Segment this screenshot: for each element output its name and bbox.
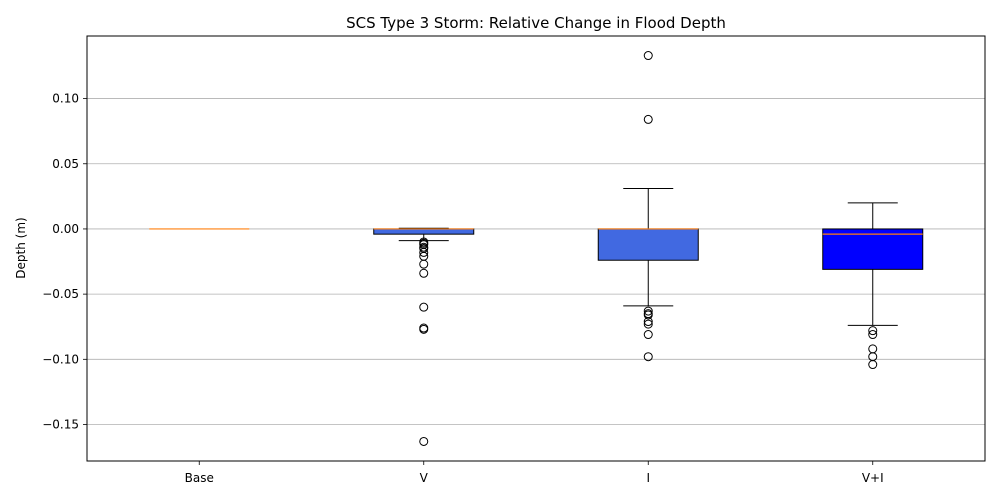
outlier-point: [868, 344, 878, 354]
x-tick-label: V: [420, 471, 429, 485]
outlier-point: [419, 436, 429, 446]
y-tick-label: −0.15: [42, 417, 79, 431]
y-axis-ticks: 0.10 0.05 0.00 −0.05 −0.10 −0.15: [42, 92, 87, 431]
outlier-point: [419, 259, 429, 269]
x-tick-label: I: [646, 471, 650, 485]
y-tick-label: 0.05: [52, 157, 79, 171]
outlier-point: [643, 114, 653, 124]
iqr-box: [597, 228, 699, 261]
y-tick-label: 0.10: [52, 92, 79, 106]
outlier-point: [643, 317, 653, 327]
outlier-point: [868, 326, 878, 336]
boxes: [149, 51, 924, 446]
outlier-point: [419, 247, 429, 257]
outlier-point: [643, 352, 653, 362]
outlier-point: [868, 360, 878, 370]
outlier-point: [419, 268, 429, 278]
outlier-point: [643, 51, 653, 61]
outlier-point: [643, 310, 653, 320]
outlier-point: [643, 306, 653, 316]
outlier-point: [643, 319, 653, 329]
outlier-point: [868, 330, 878, 340]
outlier-point: [419, 302, 429, 312]
x-tick-label: V+I: [862, 471, 884, 485]
chart-title: SCS Type 3 Storm: Relative Change in Flo…: [346, 14, 726, 32]
x-axis-ticks: Base V I V+I: [185, 461, 884, 485]
outlier-point: [643, 330, 653, 340]
y-tick-label: −0.05: [42, 287, 79, 301]
box-v: [373, 227, 475, 446]
plot-frame: [86, 35, 986, 462]
y-tick-label: −0.10: [42, 352, 79, 366]
iqr-box: [373, 228, 475, 235]
box-v-i: [822, 202, 924, 370]
y-axis-label: Depth (m): [14, 217, 28, 278]
x-tick-label: Base: [185, 471, 214, 485]
y-tick-label: 0.00: [52, 222, 79, 236]
box-i: [597, 51, 699, 362]
outlier-point: [419, 324, 429, 334]
iqr-box: [822, 228, 924, 270]
